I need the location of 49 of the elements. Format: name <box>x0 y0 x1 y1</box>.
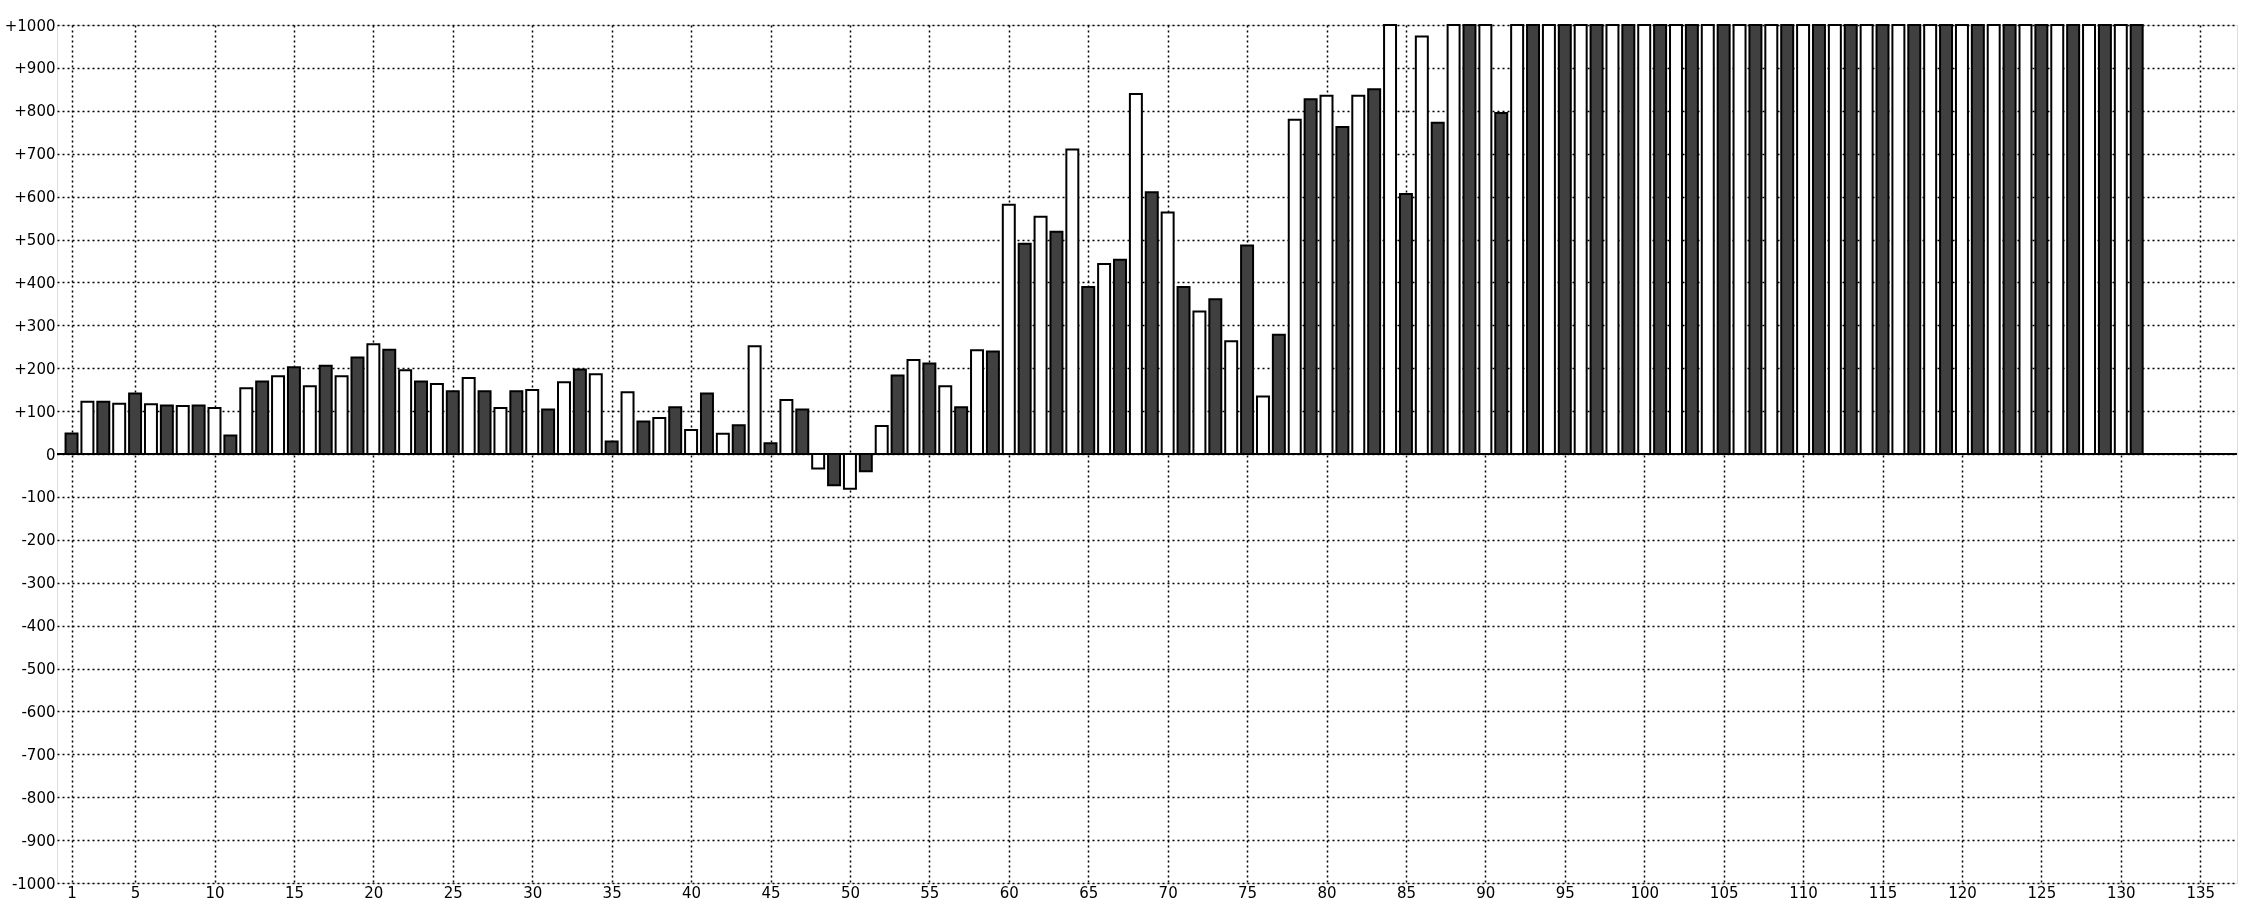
x-tick-label: 45 <box>761 883 781 902</box>
x-tick-label: 20 <box>364 883 384 902</box>
y-tick-label: -200 <box>21 531 56 550</box>
y-tick-label: -400 <box>21 617 56 636</box>
y-tick-label: +1000 <box>4 16 56 35</box>
x-tick-label: 40 <box>682 883 702 902</box>
y-tick-label: +400 <box>14 273 56 292</box>
x-tick-label: 10 <box>205 883 225 902</box>
x-tick-label: 120 <box>1948 883 1977 902</box>
y-tick-label: +500 <box>14 231 56 249</box>
x-tick-label: 75 <box>1238 883 1258 902</box>
y-tick-label: -600 <box>21 702 56 721</box>
y-tick-label: +600 <box>14 188 56 207</box>
y-tick-label: -900 <box>21 831 56 850</box>
y-tick-label: -800 <box>21 788 56 807</box>
y-tick-label: +300 <box>14 316 56 335</box>
x-tick-label: 80 <box>1317 883 1337 902</box>
x-tick-label: 1 <box>67 883 77 902</box>
y-tick-label: +900 <box>14 59 56 78</box>
x-tick-label: 35 <box>602 883 622 902</box>
y-tick-label: +700 <box>14 145 56 164</box>
x-tick-label: 125 <box>2027 883 2057 902</box>
x-tick-label: 15 <box>284 883 304 902</box>
x-tick-label: 105 <box>1709 883 1739 902</box>
x-tick-label: 95 <box>1555 883 1575 902</box>
x-tick-label: 25 <box>443 883 463 902</box>
x-tick-label: 65 <box>1079 883 1099 902</box>
y-tick-label: -700 <box>21 745 56 764</box>
x-tick-label: 50 <box>840 883 860 902</box>
x-tick-label: 5 <box>130 883 141 902</box>
y-tick-label: -300 <box>21 574 56 593</box>
y-tick-label: 0 <box>45 445 56 464</box>
x-tick-label: 90 <box>1476 883 1496 902</box>
x-tick-label: 110 <box>1789 883 1818 902</box>
x-tick-label: 55 <box>920 883 940 902</box>
x-tick-label: 115 <box>1868 883 1898 902</box>
x-tick-label: 60 <box>999 883 1019 902</box>
y-tick-label: -100 <box>21 488 56 507</box>
x-tick-label: 85 <box>1396 883 1416 902</box>
y-tick-label: +800 <box>14 102 56 121</box>
x-tick-label: 30 <box>523 883 543 902</box>
x-tick-label: 100 <box>1630 883 1660 902</box>
y-tick-label: -1000 <box>11 874 56 893</box>
x-tick-label: 130 <box>2106 883 2136 902</box>
y-tick-label: +200 <box>14 359 56 378</box>
x-tick-label: 135 <box>2186 883 2216 902</box>
y-tick-label: -500 <box>21 660 56 678</box>
y-tick-label: +100 <box>14 402 56 421</box>
x-tick-label: 70 <box>1158 883 1178 902</box>
